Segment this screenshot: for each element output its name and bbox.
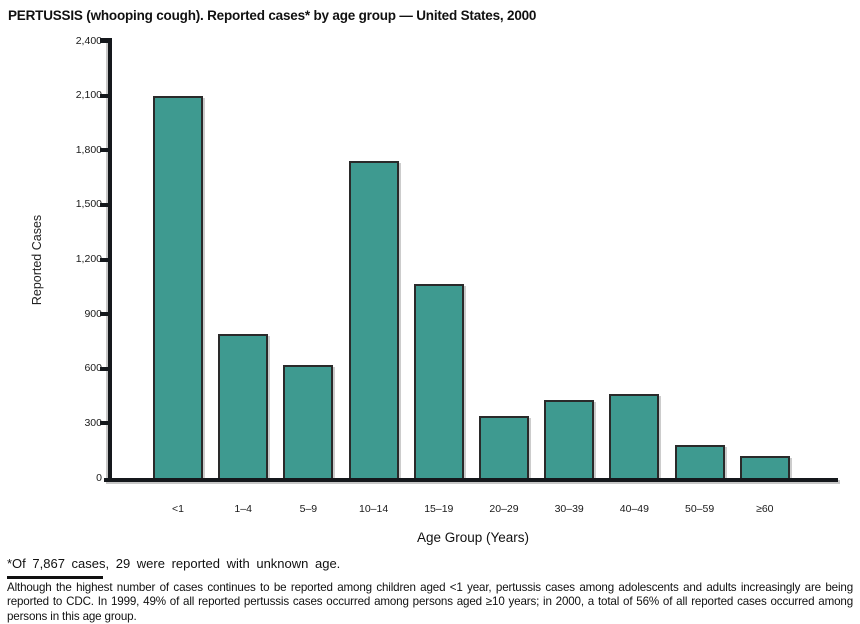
y-axis-tick xyxy=(100,257,108,262)
bar-50–59 xyxy=(674,445,725,478)
bar-<1 xyxy=(153,95,203,478)
bar-5–9 xyxy=(283,365,334,478)
bar-1–4 xyxy=(218,334,269,478)
y-axis-tick-label: 2,100 xyxy=(75,89,102,102)
x-axis-tick-label: 5–9 xyxy=(299,503,318,515)
y-axis-tick xyxy=(100,421,108,426)
y-axis-tick-label: 300 xyxy=(84,416,102,429)
y-axis-tick-label: 900 xyxy=(84,307,102,320)
x-axis-tick-label: 20–29 xyxy=(489,503,519,515)
bar-10–14 xyxy=(348,161,399,478)
y-axis-line xyxy=(108,38,112,482)
y-axis-tick-label: 1,500 xyxy=(75,198,102,211)
x-axis-tick-label: 1–4 xyxy=(234,503,252,515)
bar-40–49 xyxy=(609,394,660,478)
x-axis-tick-label: 10–14 xyxy=(358,503,389,515)
bar-30–39 xyxy=(544,399,595,478)
y-axis-tick xyxy=(100,93,108,98)
bar-15–19 xyxy=(413,284,464,478)
y-axis-tick xyxy=(100,312,108,317)
x-axis-tick-label: ≥60 xyxy=(756,503,774,515)
y-axis-tick xyxy=(100,366,108,371)
x-axis-tick-label: 15–19 xyxy=(424,503,454,515)
footnote-paragraph: Although the highest number of cases con… xyxy=(7,581,853,623)
y-axis-tick xyxy=(100,39,108,43)
y-axis-tick xyxy=(100,148,108,153)
x-axis-line xyxy=(104,478,838,482)
x-axis-title: Age Group (Years) xyxy=(416,530,530,545)
y-axis-tick-label: 1,200 xyxy=(75,253,102,265)
x-axis-tick-label: 50–59 xyxy=(684,503,715,515)
bar-20–29 xyxy=(479,416,529,478)
y-axis-tick xyxy=(100,202,108,207)
y-axis-tick-label: 2,400 xyxy=(75,34,102,47)
footnote-cases: *Of 7,867 cases, 29 were reported with u… xyxy=(7,556,341,571)
y-axis-tick-label: 600 xyxy=(84,362,102,375)
chart-title: PERTUSSIS (whooping cough). Reported cas… xyxy=(8,8,537,23)
y-axis-tick-label: 0 xyxy=(96,471,102,484)
y-axis-label: Reported Cases xyxy=(30,214,44,306)
y-axis-tick-label: 1,800 xyxy=(75,143,102,156)
x-axis-tick-label: 30–39 xyxy=(554,503,584,515)
x-axis-tick-label: 40–49 xyxy=(619,503,649,515)
plot-area xyxy=(100,38,838,482)
x-axis-tick-label: <1 xyxy=(172,503,184,515)
footnote-separator-rule xyxy=(7,576,103,579)
bar-≥60 xyxy=(739,456,790,478)
